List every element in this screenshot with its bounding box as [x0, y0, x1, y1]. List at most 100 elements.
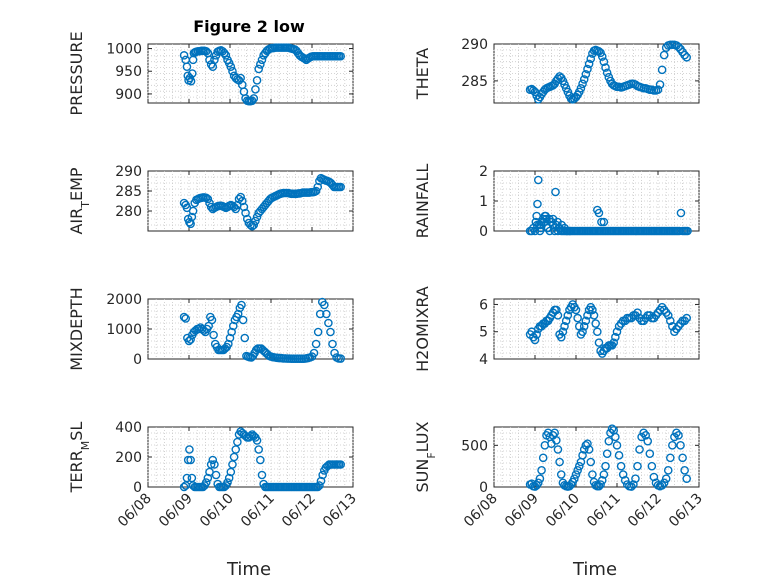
data-point — [553, 311, 563, 320]
data-point — [653, 85, 663, 95]
data-point — [579, 75, 589, 84]
data-point — [657, 481, 667, 490]
data-point — [661, 474, 671, 483]
data-point — [594, 208, 604, 218]
data-point — [249, 94, 259, 103]
data-point — [240, 333, 250, 343]
data-point — [611, 432, 620, 442]
y-tick-label: 290 — [461, 37, 488, 53]
data-point — [589, 311, 599, 320]
data-point — [311, 186, 321, 196]
subplot-6: 4 5 6 H2OMIXRA — [413, 286, 700, 372]
data-point — [676, 208, 686, 218]
data-point — [179, 312, 189, 322]
data-point — [594, 338, 604, 347]
data-point — [187, 69, 197, 78]
data-point — [251, 85, 260, 94]
data-point — [182, 62, 192, 71]
data-point — [633, 461, 642, 471]
data-point — [228, 66, 237, 76]
data-point — [573, 466, 582, 475]
data-points — [179, 43, 346, 106]
data-points — [179, 173, 346, 231]
data-point — [239, 202, 249, 212]
data-point — [616, 461, 626, 471]
y-tick-label: 285 — [461, 74, 488, 90]
figure-title: Figure 2 low — [193, 17, 305, 36]
y-tick-label: 2000 — [106, 292, 142, 308]
data-point — [631, 474, 640, 483]
y-tick-label: 500 — [461, 438, 488, 454]
data-point — [579, 321, 589, 331]
data-point — [181, 314, 191, 323]
y-axis-label: MIXDEPTH — [67, 287, 86, 370]
y-tick-label: 285 — [115, 184, 142, 200]
data-point — [336, 51, 346, 61]
data-point — [328, 339, 337, 349]
y-label-main: THETA — [413, 48, 432, 100]
data-point — [563, 311, 573, 320]
data-point — [187, 212, 197, 222]
data-point — [645, 449, 655, 458]
data-point — [249, 220, 259, 230]
data-point — [578, 451, 587, 460]
data-point — [609, 338, 619, 347]
data-point — [647, 461, 657, 471]
y-tick-label: 0 — [133, 480, 142, 496]
data-point — [186, 335, 195, 344]
data-point — [680, 466, 689, 475]
data-point — [224, 473, 234, 483]
data-point — [629, 480, 638, 489]
data-point — [233, 309, 243, 319]
data-point — [655, 80, 665, 89]
data-point — [633, 308, 642, 317]
data-point — [591, 319, 600, 328]
data-point — [237, 300, 246, 310]
data-point — [179, 482, 189, 492]
data-point — [247, 96, 257, 106]
data-point — [562, 226, 572, 236]
data-point — [552, 436, 561, 445]
y-tick-label: 280 — [115, 204, 142, 220]
data-point — [211, 470, 221, 480]
y-tick-label: 200 — [115, 450, 142, 466]
data-point — [588, 305, 597, 315]
y-axis-label: SUNFLUX — [413, 421, 438, 492]
y-tick-label: 4 — [479, 352, 488, 368]
data-point — [635, 445, 644, 454]
data-point — [231, 204, 241, 214]
data-point — [254, 64, 264, 74]
data-point — [309, 348, 319, 358]
data-point — [315, 309, 325, 319]
data-point — [551, 187, 560, 197]
data-point — [574, 461, 584, 471]
data-point — [316, 476, 326, 486]
data-point — [553, 74, 563, 83]
data-point — [666, 316, 675, 326]
data-point — [182, 473, 192, 483]
data-point — [576, 83, 586, 93]
data-point — [228, 321, 238, 331]
y-label-subscript: T — [79, 201, 92, 209]
data-point — [533, 478, 543, 488]
y-tick-label: 5 — [479, 325, 488, 341]
data-point — [185, 217, 194, 227]
data-point — [581, 69, 591, 79]
y-tick-label: 0 — [479, 480, 488, 496]
data-point — [207, 315, 217, 325]
y-tick-label: 950 — [115, 64, 142, 80]
data-point — [336, 354, 346, 363]
data-point — [581, 316, 591, 326]
data-point — [573, 313, 582, 323]
y-tick-label: 1000 — [106, 42, 142, 58]
data-point — [252, 76, 262, 85]
y-tick-label: 2 — [479, 164, 488, 180]
y-tick-label: 290 — [115, 164, 142, 180]
data-point — [672, 428, 681, 438]
data-point — [322, 309, 331, 319]
data-point — [601, 461, 610, 471]
data-point — [201, 478, 211, 487]
data-point — [578, 79, 587, 89]
data-point — [676, 441, 685, 450]
